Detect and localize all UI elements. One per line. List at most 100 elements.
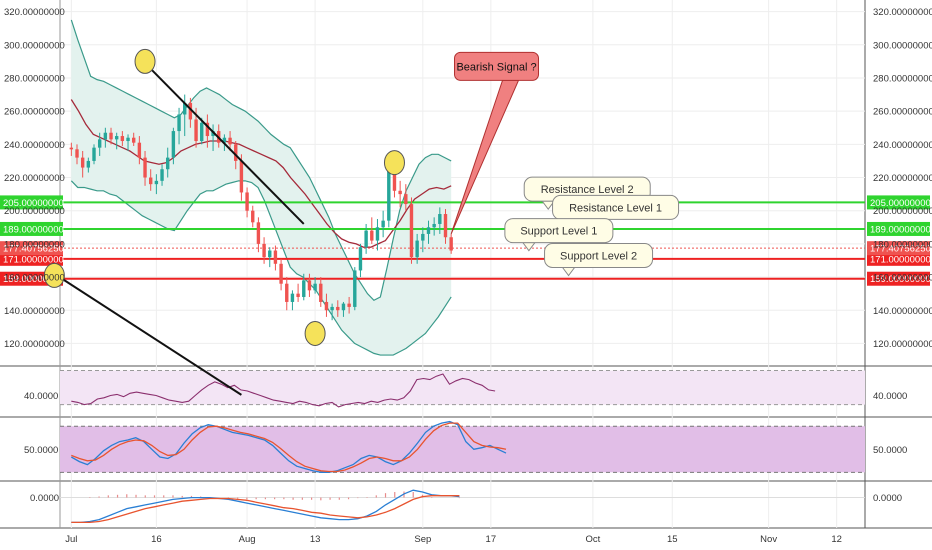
candle-body (364, 230, 368, 248)
macd-signal-line (71, 495, 460, 524)
candle-body (103, 132, 108, 140)
signal-label: Bearish Signal ? (456, 61, 536, 73)
y-tick-label-right: 220.00000000 (873, 173, 932, 184)
y-tick-label-left: 120.00000000 (4, 339, 65, 350)
candle-body (97, 139, 102, 148)
candle-body (245, 192, 249, 211)
y-tick-label-right: 120.00000000 (873, 339, 932, 350)
candle-body (324, 301, 329, 311)
candle-body (279, 263, 283, 284)
candle-body (228, 137, 232, 145)
level-badge-text: 205.00000000 (3, 198, 64, 209)
circle-marker (383, 150, 405, 176)
stoch-d-line (71, 422, 507, 473)
candle-body (370, 230, 374, 241)
y-tick-label-right: 160.00000000 (873, 273, 932, 284)
x-tick-label: 15 (667, 534, 678, 545)
candle-body (381, 220, 385, 228)
candle-body (273, 250, 278, 264)
candle-body (239, 160, 244, 193)
candle-body (347, 303, 351, 307)
candle-body (353, 270, 357, 307)
rsi-band (60, 370, 865, 405)
horizontal-levels: 205.00000000 205.00000000 189.00000000 189.… (0, 195, 931, 286)
callouts: Resistance Level 2 Resistance Level 1 Supp… (450, 51, 680, 277)
level-badge-right (867, 221, 930, 236)
y-tick-label-left: 260.00000000 (4, 107, 65, 118)
candle-body (313, 283, 317, 291)
level-badge-right (867, 251, 930, 266)
x-tick-label: 12 (831, 534, 842, 545)
rsi-line (71, 373, 496, 408)
candle-body (75, 149, 79, 158)
candle-body (336, 306, 340, 311)
x-tick-label: 16 (151, 534, 162, 545)
level-badge-text: 159.00000000 (3, 274, 64, 285)
y-tick-label-right: 200.00000000 (873, 206, 932, 217)
bollinger-lower-line (70, 180, 452, 356)
y-tick-label-right: 280.00000000 (873, 73, 932, 84)
level-badge-text: 205.00000000 (870, 198, 931, 209)
bollinger-bands (70, 19, 452, 356)
candle-body (69, 147, 74, 150)
candle-body (143, 157, 147, 178)
level-badge-text: 189.00000000 (3, 224, 64, 235)
circle-marker (43, 262, 65, 288)
signal-box (454, 51, 540, 81)
candle-body (183, 102, 187, 115)
candle-body (137, 142, 142, 158)
stoch-k-line (70, 420, 507, 473)
callout-label: Support Level 1 (520, 226, 597, 238)
level-badge-left (0, 251, 63, 266)
x-tick-label: Oct (585, 534, 600, 545)
candle-body (290, 293, 295, 302)
candle-body (392, 170, 397, 191)
rsi-tick-left: 40.0000 (24, 391, 58, 402)
candle-body (251, 210, 255, 223)
candle-body (409, 204, 414, 258)
candle-body (131, 137, 136, 143)
y-tick-label-left: 320.00000000 (4, 7, 65, 18)
y-tick-label-left: 160.00000000 (4, 273, 65, 284)
circle-markers (43, 48, 405, 346)
candle-body (92, 147, 96, 161)
bollinger-upper-line (70, 19, 452, 302)
level-badge-text: 171.00000000 (3, 254, 64, 265)
rsi-panel (60, 370, 865, 408)
y-tick-label-right: 260.00000000 (873, 107, 932, 118)
y-tick-label-right: 300.00000000 (873, 40, 932, 51)
candle-body (307, 280, 312, 291)
channel-lower-line (53, 272, 242, 396)
candle-body (296, 293, 300, 297)
candle-body (149, 177, 153, 185)
last-price-badge-left (0, 241, 63, 256)
candle-body (426, 227, 431, 234)
candle-body (177, 114, 181, 132)
x-tick-label: 13 (310, 534, 321, 545)
candle-body (302, 280, 306, 297)
callout-label: Support Level 2 (560, 251, 637, 263)
candle-body (234, 144, 238, 161)
bollinger-middle-line (70, 99, 452, 248)
stoch-tick-right: 50.0000 (873, 445, 907, 456)
candle-body (222, 137, 227, 143)
channel-upper-line (144, 62, 305, 225)
y-tick-label-right: 320.00000000 (873, 7, 932, 18)
callout-box (544, 243, 654, 268)
macd-tick-right: 0.0000 (873, 493, 902, 504)
x-tick-label: Sep (414, 534, 431, 545)
callout-box (552, 194, 680, 220)
trend-channel (53, 62, 305, 396)
level-badge-text: 189.00000000 (870, 224, 931, 235)
level-badge-right (867, 271, 930, 286)
axes: Jul 16 Aug 13 Sep 17 Oct 15 Nov 12 320.00000000 320… (4, 7, 932, 545)
level-badge-left (0, 195, 63, 210)
candle-body (341, 303, 346, 311)
y-tick-label-left: 240.00000000 (4, 140, 65, 151)
macd-panel (60, 489, 865, 524)
candle-body (188, 102, 193, 120)
candle-body (432, 223, 436, 228)
candle-body (80, 157, 85, 168)
level-badge-left (0, 221, 63, 236)
